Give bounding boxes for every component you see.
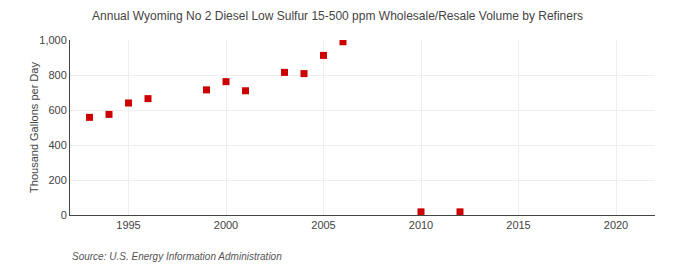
svg-text:1,000: 1,000 [39,34,67,46]
svg-text:1995: 1995 [116,219,140,231]
svg-text:Thousand Gallons per Day: Thousand Gallons per Day [28,62,40,193]
svg-text:Source: U.S. Energy Informatio: Source: U.S. Energy Information Administ… [72,251,282,262]
svg-text:Annual Wyoming No 2 Diesel Low: Annual Wyoming No 2 Diesel Low Sulfur 15… [92,9,583,23]
svg-text:2015: 2015 [506,219,530,231]
svg-text:2000: 2000 [214,219,238,231]
svg-text:200: 200 [48,174,66,186]
svg-text:2010: 2010 [409,219,433,231]
svg-text:2005: 2005 [311,219,335,231]
svg-text:0: 0 [61,209,67,221]
svg-text:600: 600 [48,104,66,116]
svg-text:400: 400 [48,139,66,151]
svg-text:800: 800 [48,69,66,81]
svg-text:2020: 2020 [604,219,628,231]
